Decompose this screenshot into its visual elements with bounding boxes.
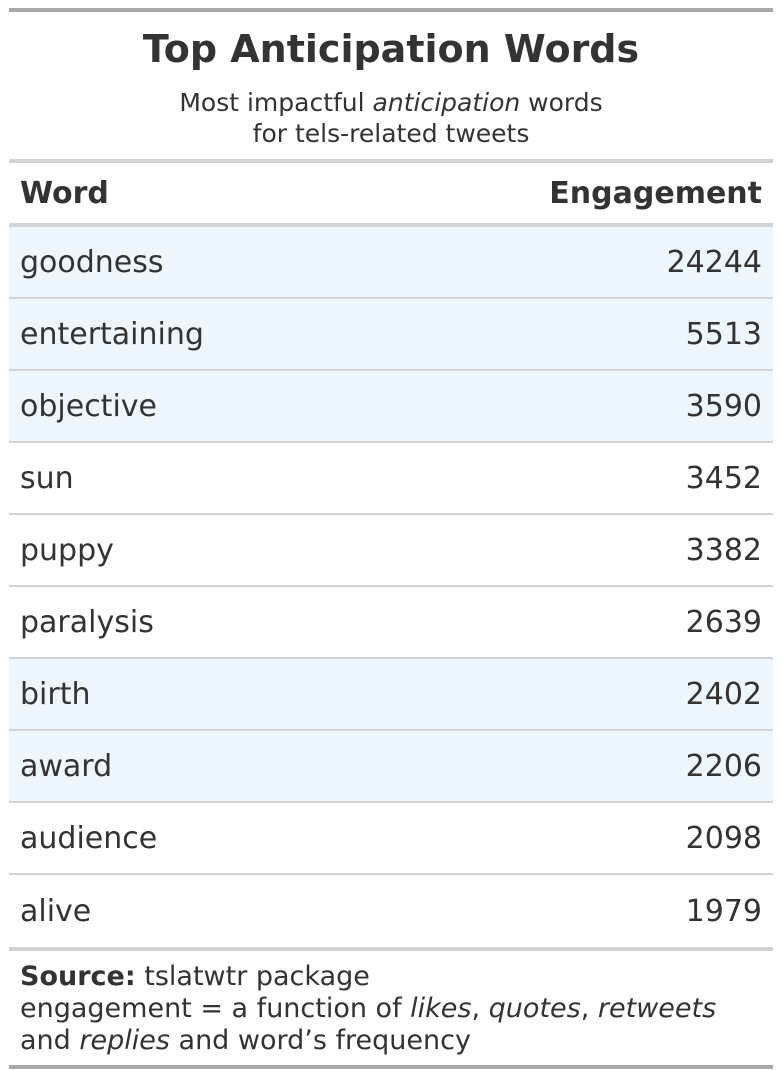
table-row: objective 3590: [9, 371, 773, 443]
subtitle-line-2: for tels-related tweets: [252, 119, 530, 148]
cell-word: paralysis: [20, 604, 154, 640]
subtitle-text: Most impactful: [179, 88, 373, 117]
column-header-word: Word: [20, 175, 109, 211]
footer-replies: replies: [79, 1025, 170, 1056]
table-row: birth 2402: [9, 659, 773, 731]
table-body: goodness 24244 entertaining 5513 objective 35…: [9, 227, 773, 947]
table-footer: Source: tslatwtr package engagement = a …: [9, 951, 773, 1065]
table-row: goodness 24244: [9, 227, 773, 299]
table-row: paralysis 2639: [9, 587, 773, 659]
footer-text: engagement = a function of: [20, 993, 411, 1024]
cell-word: puppy: [20, 532, 114, 568]
cell-engagement: 2206: [685, 748, 762, 784]
table-row: audience 2098: [9, 803, 773, 875]
cell-engagement: 5513: [685, 316, 762, 352]
footer-retweets: retweets: [597, 993, 717, 1024]
source-text: tslatwtr package: [135, 961, 370, 992]
word-table: Top Anticipation Words Most impactful an…: [9, 8, 773, 1069]
subtitle-italic: anticipation: [372, 88, 521, 117]
table-row: puppy 3382: [9, 515, 773, 587]
cell-word: award: [20, 748, 113, 784]
footer-line-2: engagement = a function of likes, quotes…: [20, 993, 762, 1025]
cell-engagement: 24244: [666, 244, 762, 280]
cell-word: objective: [20, 388, 157, 424]
table-row: entertaining 5513: [9, 299, 773, 371]
cell-word: birth: [20, 676, 91, 712]
cell-engagement: 3452: [685, 460, 762, 496]
source-label: Source:: [20, 961, 136, 992]
subtitle-text-end: words: [520, 88, 603, 117]
cell-engagement: 3590: [685, 388, 762, 424]
cell-engagement: 3382: [685, 532, 762, 568]
cell-engagement: 2098: [685, 820, 762, 856]
column-header-engagement: Engagement: [549, 175, 762, 211]
cell-word: goodness: [20, 244, 164, 280]
table-row: sun 3452: [9, 443, 773, 515]
footer-quotes: quotes: [488, 993, 581, 1024]
cell-engagement: 2402: [685, 676, 762, 712]
subtitle-line-1: Most impactful anticipation words: [9, 87, 773, 118]
footer-text-end: and word’s frequency: [169, 1025, 471, 1056]
footer-likes: likes: [410, 993, 472, 1024]
footer-comma: ,: [471, 993, 489, 1024]
footer-comma: ,: [580, 993, 598, 1024]
bottom-rule: [9, 1065, 773, 1069]
table-title: Top Anticipation Words: [142, 27, 640, 71]
footer-source-line: Source: tslatwtr package: [20, 961, 762, 993]
table-row: award 2206: [9, 731, 773, 803]
cell-engagement: 1979: [685, 893, 762, 929]
cell-word: alive: [20, 893, 92, 929]
cell-word: entertaining: [20, 316, 204, 352]
table-subtitle: Most impactful anticipation words for te…: [9, 87, 773, 149]
table-row: alive 1979: [9, 875, 773, 947]
footer-line-3: and replies and word’s frequency: [20, 1025, 762, 1057]
cell-engagement: 2639: [685, 604, 762, 640]
column-header-row: Word Engagement: [9, 163, 773, 223]
top-rule: [9, 8, 773, 12]
cell-word: sun: [20, 460, 74, 496]
column-header-rule: [9, 223, 773, 227]
cell-word: audience: [20, 820, 158, 856]
body-end-rule: [9, 947, 773, 951]
footer-text: and: [20, 1025, 80, 1056]
header-rule: [9, 159, 773, 163]
